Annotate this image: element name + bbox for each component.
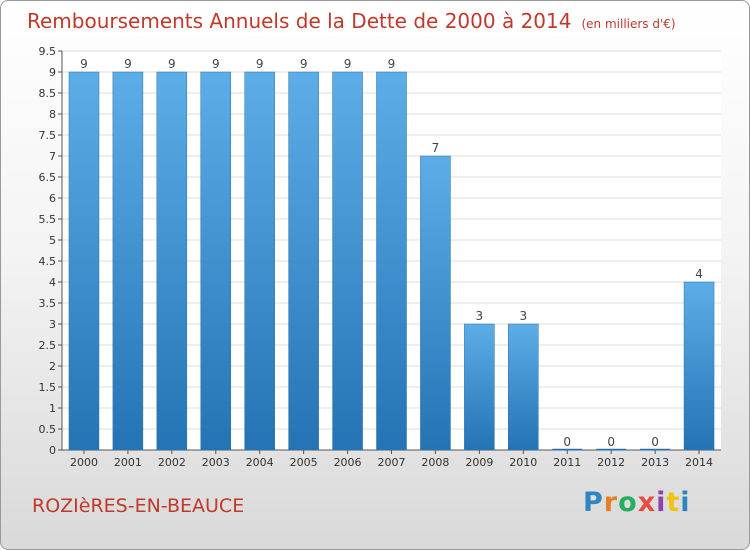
y-tick-label: 0.5 bbox=[39, 423, 57, 436]
y-tick-label: 4 bbox=[49, 276, 56, 289]
x-tick-label-2009: 2009 bbox=[465, 456, 493, 469]
data-label-2008: 7 bbox=[432, 141, 440, 155]
x-tick-label-2005: 2005 bbox=[290, 456, 318, 469]
x-tick-label-2013: 2013 bbox=[641, 456, 669, 469]
chart-title: Remboursements Annuels de la Dette de 20… bbox=[27, 9, 676, 33]
y-tick-label: 9.5 bbox=[39, 45, 57, 58]
y-tick-label: 1.5 bbox=[39, 381, 57, 394]
y-tick-label: 5 bbox=[49, 234, 56, 247]
data-label-2010: 3 bbox=[519, 309, 527, 323]
x-tick-label-2006: 2006 bbox=[334, 456, 362, 469]
logo-letter: o bbox=[618, 487, 638, 518]
data-label-2014: 4 bbox=[695, 267, 703, 281]
bar-2001 bbox=[112, 71, 144, 451]
bar-2003 bbox=[200, 71, 232, 451]
x-tick-label-2002: 2002 bbox=[158, 456, 186, 469]
data-label-2009: 3 bbox=[476, 309, 484, 323]
x-tick-label-2012: 2012 bbox=[597, 456, 625, 469]
data-label-2012: 0 bbox=[607, 435, 615, 449]
bar-2014 bbox=[683, 281, 715, 451]
data-label-2000: 9 bbox=[80, 57, 88, 71]
y-tick-label: 2.5 bbox=[39, 339, 57, 352]
bar-2010 bbox=[508, 323, 539, 451]
y-tick-label: 5.5 bbox=[39, 213, 57, 226]
y-tick-label: 6 bbox=[49, 192, 56, 205]
data-label-2011: 0 bbox=[563, 435, 571, 449]
y-tick-label: 6.5 bbox=[39, 171, 57, 184]
y-tick-label: 3.5 bbox=[39, 297, 57, 310]
x-tick-label-2011: 2011 bbox=[553, 456, 581, 469]
data-label-2005: 9 bbox=[300, 57, 308, 71]
logo-letter: P bbox=[583, 487, 604, 518]
data-label-2003: 9 bbox=[212, 57, 220, 71]
data-label-2001: 9 bbox=[124, 57, 132, 71]
x-tick-label-2007: 2007 bbox=[378, 456, 406, 469]
bar-2007 bbox=[376, 71, 407, 451]
x-tick-label-2000: 2000 bbox=[70, 456, 98, 469]
y-tick-label: 9 bbox=[49, 66, 56, 79]
data-label-2013: 0 bbox=[651, 435, 659, 449]
y-tick-label: 0 bbox=[49, 444, 56, 457]
y-tick-label: 7.5 bbox=[39, 129, 57, 142]
y-tick-label: 1 bbox=[49, 402, 56, 415]
logo-letter: r bbox=[603, 487, 619, 518]
bar-2000 bbox=[68, 71, 100, 451]
x-tick-label-2001: 2001 bbox=[114, 456, 142, 469]
logo-letter: i bbox=[656, 487, 667, 518]
logo-letter: x bbox=[637, 487, 657, 518]
bar-2008 bbox=[420, 155, 451, 451]
x-tick-label-2008: 2008 bbox=[421, 456, 449, 469]
bar-2004 bbox=[244, 71, 275, 451]
proxiti-logo: Proxiti bbox=[583, 487, 691, 518]
chart-title-text: Remboursements Annuels de la Dette de 20… bbox=[27, 9, 572, 33]
y-tick-label: 4.5 bbox=[39, 255, 57, 268]
bar-2006 bbox=[332, 71, 363, 451]
y-tick-label: 3 bbox=[49, 318, 56, 331]
bar-2002 bbox=[156, 71, 188, 451]
place-name: ROZIèRES-EN-BEAUCE bbox=[32, 495, 245, 517]
data-label-2007: 9 bbox=[388, 57, 396, 71]
data-label-2006: 9 bbox=[344, 57, 352, 71]
x-tick-label-2003: 2003 bbox=[202, 456, 230, 469]
x-tick-label-2004: 2004 bbox=[246, 456, 274, 469]
y-tick-label: 8.5 bbox=[39, 87, 57, 100]
chart-subtitle: (en milliers d'€) bbox=[581, 17, 676, 31]
x-tick-label-2010: 2010 bbox=[509, 456, 537, 469]
logo-letter: t bbox=[666, 487, 681, 518]
bar-2009 bbox=[464, 323, 495, 451]
y-tick-label: 7 bbox=[49, 150, 56, 163]
y-tick-label: 2 bbox=[49, 360, 56, 373]
x-tick-label-2014: 2014 bbox=[685, 456, 713, 469]
logo-letter: i bbox=[680, 487, 691, 518]
y-tick-label: 8 bbox=[49, 108, 56, 121]
data-label-2002: 9 bbox=[168, 57, 176, 71]
data-label-2004: 9 bbox=[256, 57, 264, 71]
bar-2005 bbox=[288, 71, 319, 451]
